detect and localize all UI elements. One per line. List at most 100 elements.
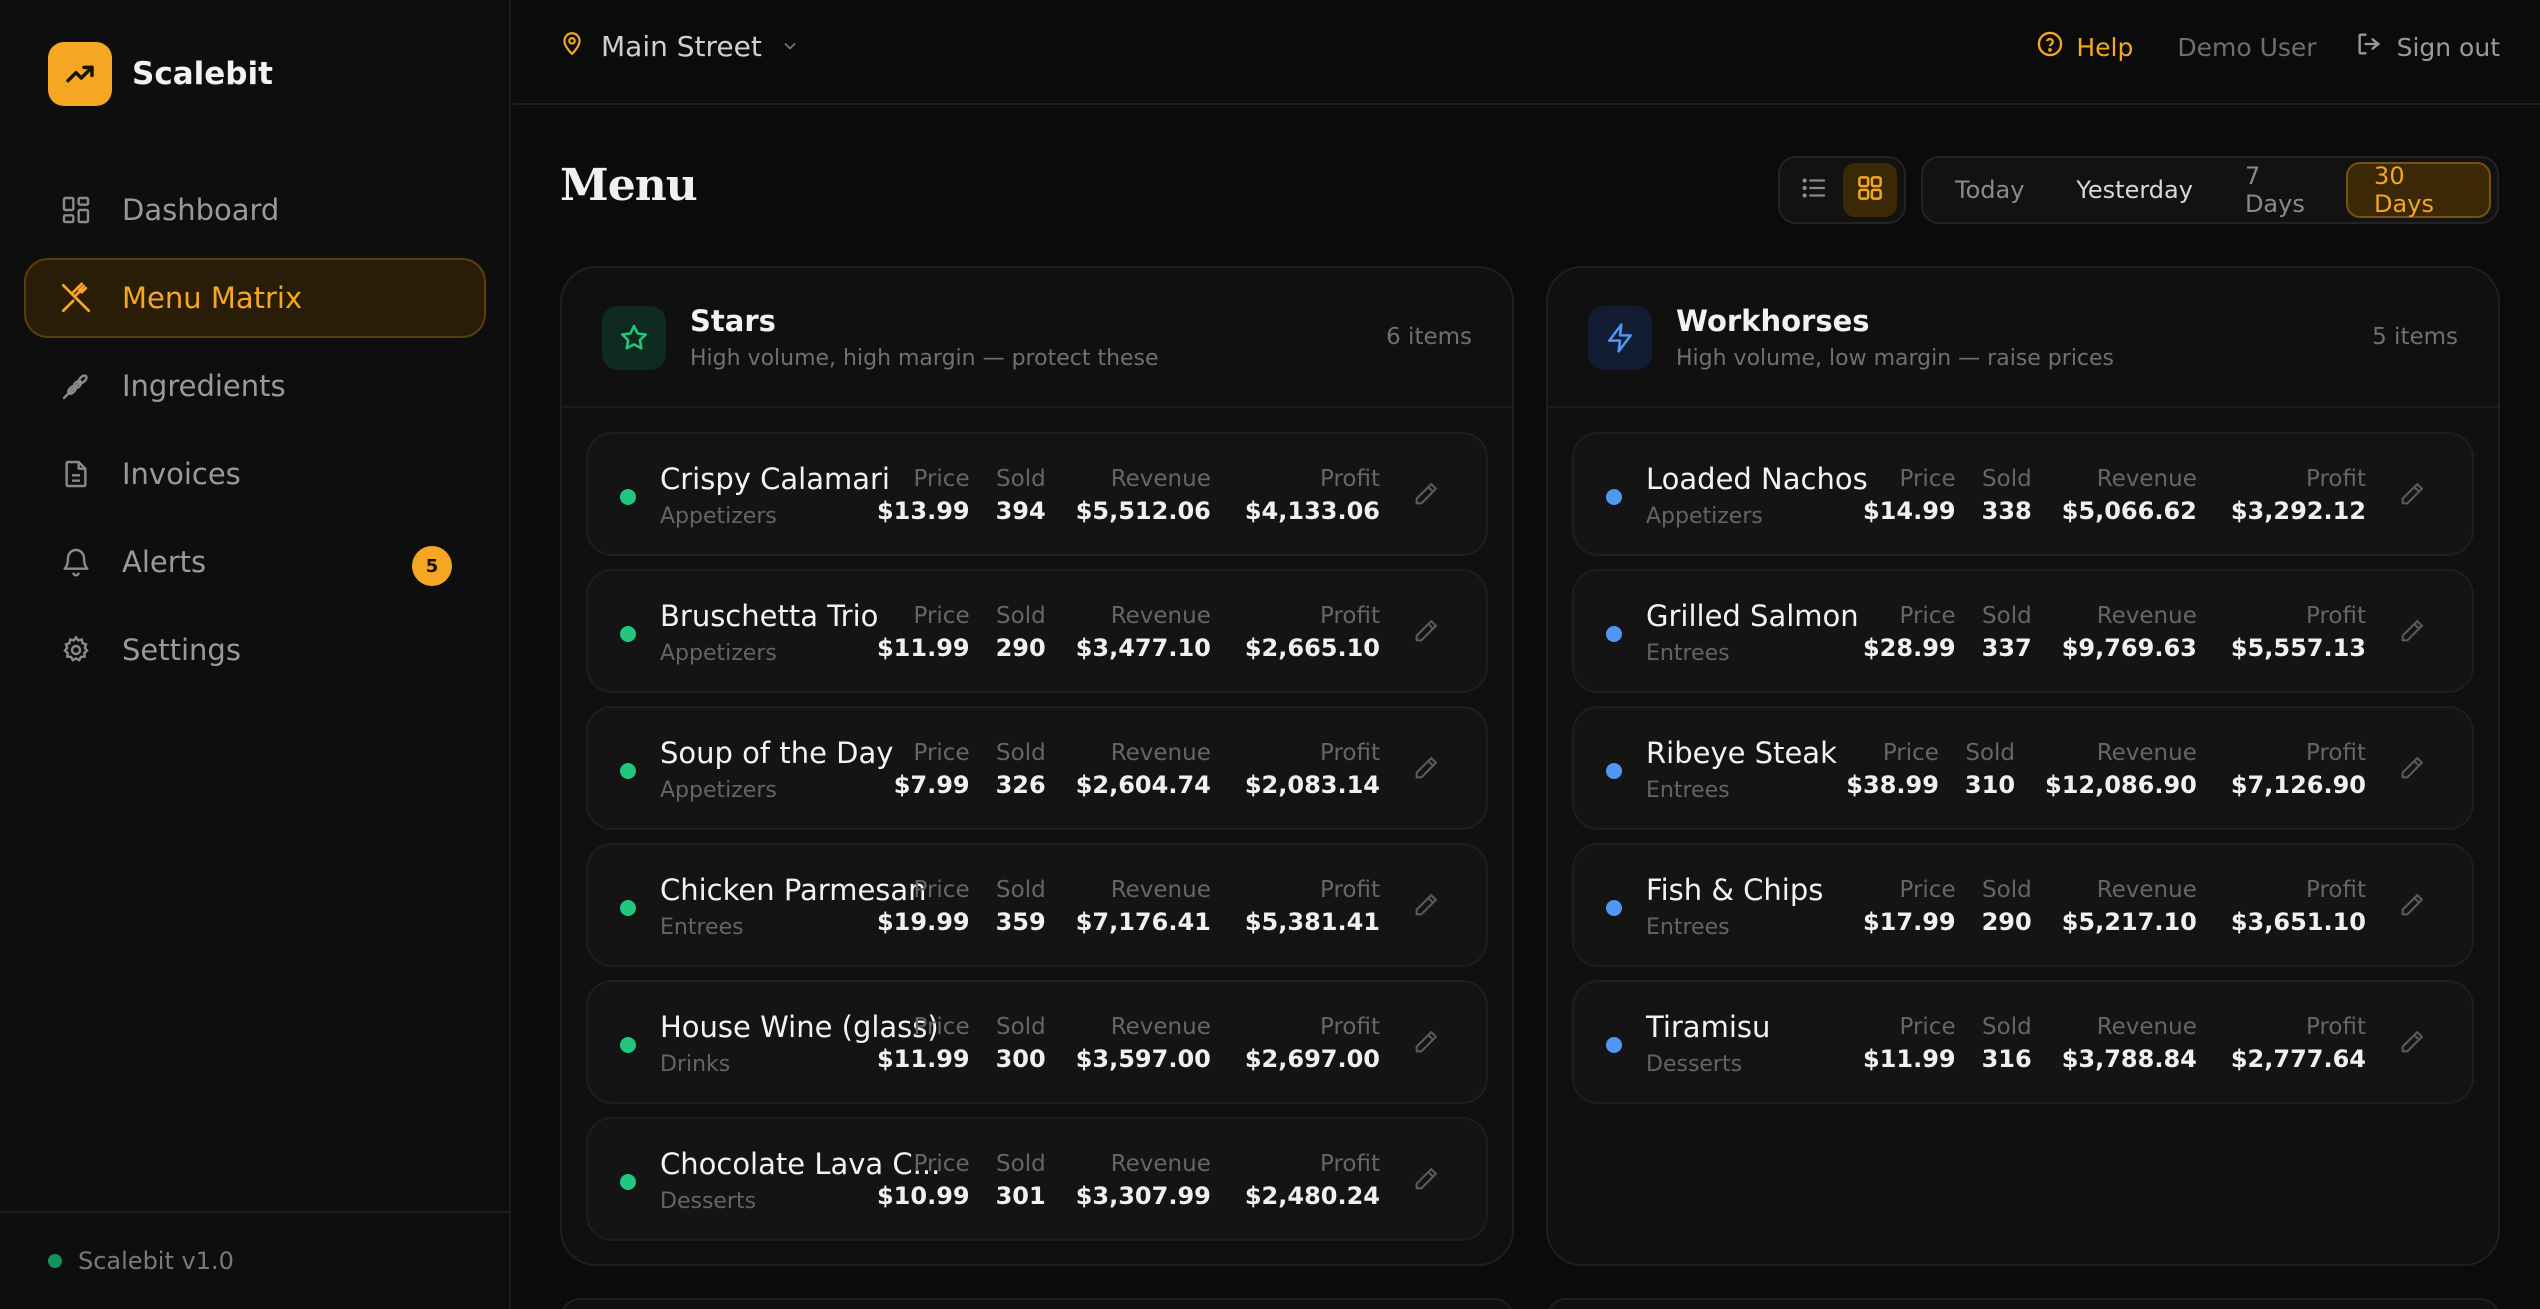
view-toggle [1778,156,1906,224]
pencil-icon [2398,617,2426,649]
status-dot [1606,1037,1622,1053]
sidebar-item-ingredients[interactable]: Ingredients [24,346,486,426]
item-metrics: Price $17.99 Sold 290 Revenue $5,217.10 … [1837,875,2366,939]
edit-button[interactable] [1410,480,1442,512]
metric-sold: Sold 338 [1982,464,2032,528]
menu-item-row[interactable]: Soup of the Day Appetizers Price $7.99 S… [586,706,1488,830]
item-name: Grilled Salmon [1646,599,1859,633]
menu-item-row[interactable]: Chicken Parmesan Entrees Price $19.99 So… [586,843,1488,967]
star-icon [602,306,666,370]
metric-label: Sold [1982,603,2032,629]
metric-profit: Profit $2,777.64 [2231,1012,2366,1076]
metric-profit: Profit $2,697.00 [1245,1012,1380,1076]
metric-price: Price $13.99 [877,464,970,528]
tab-today[interactable]: Today [1955,176,2025,204]
sidebar-item-menu-matrix[interactable]: Menu Matrix [24,258,486,338]
menu-item-row[interactable]: Grilled Salmon Entrees Price $28.99 Sold… [1572,569,2474,693]
metric-label: Profit [1320,1151,1380,1177]
menu-item-row[interactable]: Chocolate Lava C... Desserts Price $10.9… [586,1117,1488,1241]
metric-profit: Profit $7,126.90 [2231,738,2366,802]
metric-label: Price [913,1014,970,1040]
metric-label: Revenue [1110,466,1211,492]
metric-price: Price $11.99 [1863,1012,1956,1076]
metric-value: 338 [1981,497,2032,525]
panel-header: Workhorses High volume, low margin — rai… [1548,268,2498,408]
menu-item-row[interactable]: Fish & Chips Entrees Price $17.99 Sold 2… [1572,843,2474,967]
panel-subtitle: High volume, high margin — protect these [690,346,1159,371]
item-name: Fish & Chips [1646,873,1824,907]
grid-view-button[interactable] [1843,163,1897,217]
menu-item-row[interactable]: Tiramisu Desserts Price $11.99 Sold 316 … [1572,980,2474,1104]
item-count: 5 items [2372,324,2458,350]
edit-button[interactable] [2396,891,2428,923]
edit-button[interactable] [2396,617,2428,649]
location-selector[interactable]: Main Street [559,30,800,63]
metric-value: $19.99 [876,908,970,936]
help-link[interactable]: Help [2036,30,2133,64]
metric-value: $5,381.41 [1244,908,1380,936]
stars-panel: Stars High volume, high margin — protect… [560,266,1514,1266]
edit-button[interactable] [1410,754,1442,786]
sidebar-item-label: Invoices [122,457,241,491]
metric-revenue: Revenue $5,217.10 [2062,875,2197,939]
menu-item-row[interactable]: Crispy Calamari Appetizers Price $13.99 … [586,432,1488,556]
edit-button[interactable] [1410,1028,1442,1060]
metric-label: Sold [996,603,1046,629]
tab-yesterday[interactable]: Yesterday [2076,176,2193,204]
edit-button[interactable] [1410,891,1442,923]
metric-value: 310 [1964,771,2016,799]
pencil-icon [2398,480,2426,512]
metric-value: $14.99 [1862,497,1956,525]
edit-button[interactable] [2396,1028,2428,1060]
sidebar-item-invoices[interactable]: Invoices [24,434,486,514]
app-version: Scalebit v1.0 [0,1211,511,1309]
edit-button[interactable] [1410,617,1442,649]
metric-label: Price [913,466,970,492]
menu-item-row[interactable]: Loaded Nachos Appetizers Price $14.99 So… [1572,432,2474,556]
sidebar-item-dashboard[interactable]: Dashboard [24,170,486,250]
metric-profit: Profit $2,665.10 [1245,601,1380,665]
pencil-icon [1412,1165,1440,1197]
edit-button[interactable] [1410,1165,1442,1197]
sign-out-button[interactable]: Sign out [2355,30,2500,64]
item-category: Appetizers [660,504,777,529]
metric-value: 337 [1981,634,2032,662]
topbar-actions: Help Demo User Sign out [2036,30,2500,64]
edit-button[interactable] [2396,754,2428,786]
metric-sold: Sold 310 [1965,738,2015,802]
metric-sold: Sold 301 [996,1149,1046,1213]
topbar: Main Street Help Demo User Sign out [513,0,2540,105]
item-name: House Wine (glass) [660,1010,939,1044]
metric-profit: Profit $4,133.06 [1245,464,1380,528]
item-name: Bruschetta Trio [660,599,879,633]
item-metrics: Price $11.99 Sold 316 Revenue $3,788.84 … [1837,1012,2366,1076]
map-pin-icon [559,30,585,63]
metric-label: Sold [1965,740,2016,766]
metric-value: $2,777.64 [2230,1045,2366,1073]
menu-item-row[interactable]: House Wine (glass) Drinks Price $11.99 S… [586,980,1488,1104]
metric-value: 290 [995,634,1046,662]
metric-revenue: Revenue $3,477.10 [1076,601,1211,665]
brand[interactable]: Scalebit [48,42,273,106]
sidebar-item-settings[interactable]: Settings [24,610,486,690]
tab-30-days[interactable]: 30 Days [2346,162,2491,218]
pencil-icon [1412,754,1440,786]
metric-revenue: Revenue $12,086.90 [2045,738,2197,802]
metric-value: $2,697.00 [1244,1045,1380,1073]
sidebar-item-alerts[interactable]: Alerts 5 [24,522,486,602]
metric-label: Revenue [1110,1014,1211,1040]
next-panel-edge [1546,1298,2500,1309]
metric-label: Revenue [2096,740,2197,766]
next-panel-edge [560,1298,1514,1309]
metric-value: 326 [995,771,1046,799]
item-name: Tiramisu [1646,1010,1771,1044]
list-view-button[interactable] [1787,163,1841,217]
edit-button[interactable] [2396,480,2428,512]
metric-label: Profit [1320,1014,1380,1040]
tab-7-days[interactable]: 7 Days [2244,162,2305,218]
metric-price: Price $28.99 [1863,601,1956,665]
metric-label: Profit [1320,466,1380,492]
menu-item-row[interactable]: Ribeye Steak Entrees Price $38.99 Sold 3… [1572,706,2474,830]
item-list: Crispy Calamari Appetizers Price $13.99 … [586,432,1488,1254]
menu-item-row[interactable]: Bruschetta Trio Appetizers Price $11.99 … [586,569,1488,693]
